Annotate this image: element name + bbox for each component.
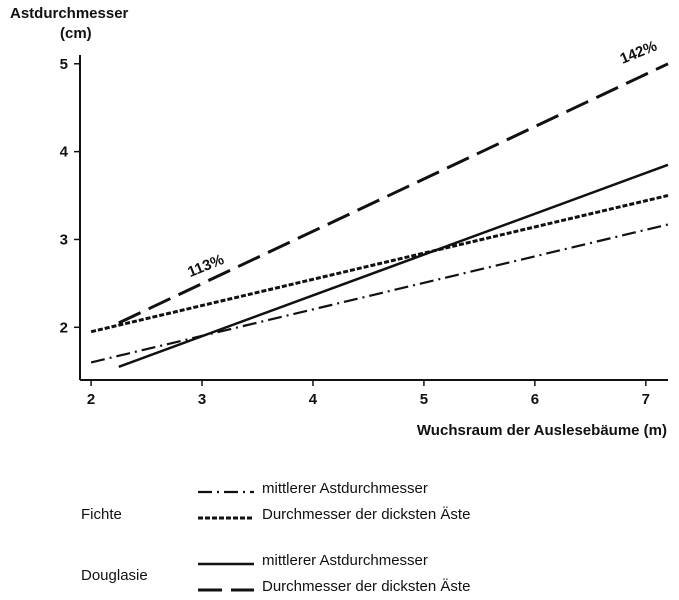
legend-label-douglasie-dickste: Durchmesser der dicksten Äste <box>262 578 471 595</box>
chart-annotations: 113%142% <box>185 38 659 281</box>
x-tick-label: 7 <box>642 391 650 408</box>
chart-series <box>90 62 669 368</box>
y-tick-label: 4 <box>60 144 69 161</box>
series-line-0 <box>90 223 669 364</box>
y-tick-label: 2 <box>60 319 68 336</box>
chart-axes: 2 3 4 5 6 7 2 3 4 5 <box>60 55 668 408</box>
x-tick-label: 2 <box>87 391 95 408</box>
series-line-2 <box>118 163 669 368</box>
series-line-1 <box>90 194 669 334</box>
legend-swatch-fichte-dickste <box>198 516 254 520</box>
x-axis-title: Wuchsraum der Auslesebäume (m) <box>416 422 667 439</box>
legend-group-fichte: Fichte <box>81 506 122 523</box>
legend-swatch-fichte-mittlerer <box>198 490 254 494</box>
series-line-3 <box>118 62 669 325</box>
legend-swatch-douglasie-mittlerer <box>198 562 254 566</box>
legend: Fichte mittlerer Astdurchmesser Durchmes… <box>0 478 679 598</box>
legend-label-fichte-dickste: Durchmesser der dicksten Äste <box>262 506 471 523</box>
legend-label-douglasie-mittlerer: mittlerer Astdurchmesser <box>262 552 428 569</box>
chart-svg: 2 3 4 5 6 7 2 3 4 5 113%142% <box>60 38 669 408</box>
y-tick-label: 3 <box>60 231 68 248</box>
y-tick-label: 5 <box>60 56 68 73</box>
x-tick-label: 4 <box>309 391 318 408</box>
y-axis-unit: (cm) <box>60 25 92 42</box>
x-tick-label: 5 <box>420 391 428 408</box>
legend-group-douglasie: Douglasie <box>81 567 148 584</box>
y-axis-title: Astdurchmesser <box>10 5 129 22</box>
legend-swatch-douglasie-dickste <box>198 588 254 592</box>
x-tick-label: 6 <box>531 391 539 408</box>
x-tick-label: 3 <box>198 391 206 408</box>
annotation-label-1: 142% <box>618 38 660 68</box>
legend-label-fichte-mittlerer: mittlerer Astdurchmesser <box>262 480 428 497</box>
